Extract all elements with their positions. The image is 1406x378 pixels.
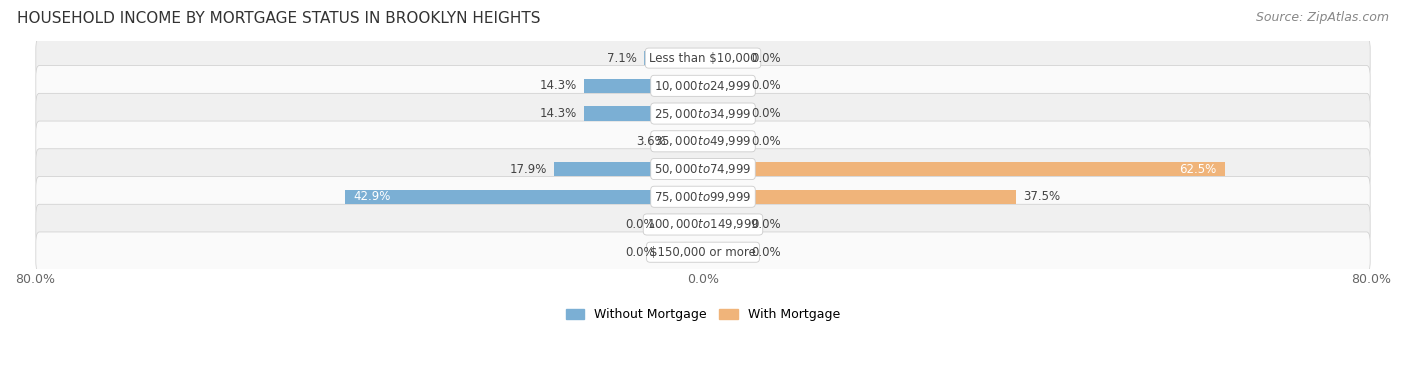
- Text: 0.0%: 0.0%: [751, 218, 782, 231]
- Text: Less than $10,000: Less than $10,000: [648, 52, 758, 65]
- Text: 42.9%: 42.9%: [353, 190, 391, 203]
- FancyBboxPatch shape: [35, 121, 1371, 161]
- Bar: [344, 189, 703, 204]
- Bar: [703, 189, 1017, 204]
- Text: 0.0%: 0.0%: [751, 52, 782, 65]
- Text: 0.0%: 0.0%: [624, 218, 655, 231]
- Text: 0.0%: 0.0%: [624, 246, 655, 259]
- Text: 7.1%: 7.1%: [607, 52, 637, 65]
- Bar: [583, 79, 703, 93]
- Text: $25,000 to $34,999: $25,000 to $34,999: [654, 107, 752, 121]
- Bar: [554, 162, 703, 176]
- Bar: [703, 79, 745, 93]
- Bar: [703, 134, 745, 149]
- Text: $10,000 to $24,999: $10,000 to $24,999: [654, 79, 752, 93]
- Text: $150,000 or more: $150,000 or more: [650, 246, 756, 259]
- Text: 0.0%: 0.0%: [751, 107, 782, 120]
- Text: 62.5%: 62.5%: [1180, 163, 1216, 175]
- Bar: [703, 217, 745, 232]
- Legend: Without Mortgage, With Mortgage: Without Mortgage, With Mortgage: [561, 303, 845, 326]
- Text: 0.0%: 0.0%: [751, 79, 782, 92]
- Text: $50,000 to $74,999: $50,000 to $74,999: [654, 162, 752, 176]
- FancyBboxPatch shape: [35, 93, 1371, 134]
- Text: 0.0%: 0.0%: [751, 135, 782, 148]
- Text: $100,000 to $149,999: $100,000 to $149,999: [647, 217, 759, 231]
- FancyBboxPatch shape: [35, 232, 1371, 273]
- Text: 14.3%: 14.3%: [540, 107, 576, 120]
- Text: $75,000 to $99,999: $75,000 to $99,999: [654, 190, 752, 204]
- Bar: [703, 106, 745, 121]
- Text: HOUSEHOLD INCOME BY MORTGAGE STATUS IN BROOKLYN HEIGHTS: HOUSEHOLD INCOME BY MORTGAGE STATUS IN B…: [17, 11, 540, 26]
- FancyBboxPatch shape: [35, 204, 1371, 245]
- Text: 37.5%: 37.5%: [1022, 190, 1060, 203]
- Text: 17.9%: 17.9%: [509, 163, 547, 175]
- Bar: [661, 217, 703, 232]
- Bar: [703, 245, 745, 259]
- Text: 0.0%: 0.0%: [751, 246, 782, 259]
- Bar: [661, 245, 703, 259]
- Text: 14.3%: 14.3%: [540, 79, 576, 92]
- Bar: [673, 134, 703, 149]
- FancyBboxPatch shape: [35, 177, 1371, 217]
- Bar: [644, 51, 703, 65]
- Text: $35,000 to $49,999: $35,000 to $49,999: [654, 134, 752, 148]
- FancyBboxPatch shape: [35, 149, 1371, 189]
- FancyBboxPatch shape: [35, 38, 1371, 78]
- Text: Source: ZipAtlas.com: Source: ZipAtlas.com: [1256, 11, 1389, 24]
- FancyBboxPatch shape: [35, 66, 1371, 106]
- Text: 3.6%: 3.6%: [637, 135, 666, 148]
- Bar: [703, 51, 745, 65]
- Bar: [703, 162, 1225, 176]
- Bar: [583, 106, 703, 121]
